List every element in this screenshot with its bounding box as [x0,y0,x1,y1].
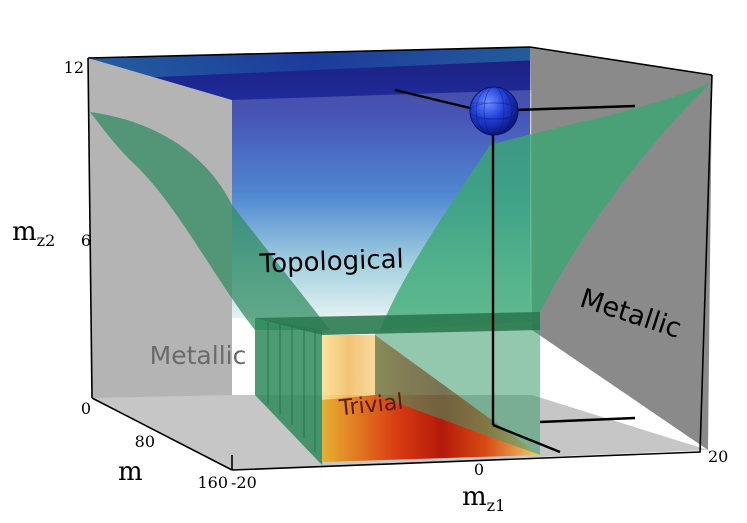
y-tick-160: 160 [197,473,228,492]
trivial-region-strip [322,335,375,400]
sphere-mesh [469,86,519,136]
boundary-slab-top [255,312,540,335]
z-axis-label-main: m [12,217,37,247]
x-tick-neg20: -20 [231,473,257,492]
x-axis-label-main: m [462,482,487,512]
right-boundary-surface [380,82,712,330]
cube-edges [87,46,713,471]
slab-stripes [267,322,316,452]
boundary-slab-right [375,322,540,455]
z-tick-12: 12 [64,58,84,77]
x-axis-label-sub: z1 [487,496,506,515]
y-axis-label: m [118,457,143,487]
region-label-topological: Topological [258,244,404,279]
sphere-marker [469,86,519,136]
x-tick-0: 0 [474,460,484,479]
y-tick-80: 80 [135,432,155,451]
x-axis-label: mz1 [462,482,505,515]
z-tick-0: 0 [81,399,91,418]
z-axis-label-sub: z2 [37,231,56,250]
z-tick-6: 6 [81,231,91,250]
x-tick-20: 20 [708,447,728,466]
marker-guides [394,88,636,454]
boundary-slab-left [255,318,322,465]
left-boundary-surface [90,112,330,330]
region-label-metallic-left: Metallic [150,341,247,370]
z-axis-label: mz2 [12,217,55,250]
